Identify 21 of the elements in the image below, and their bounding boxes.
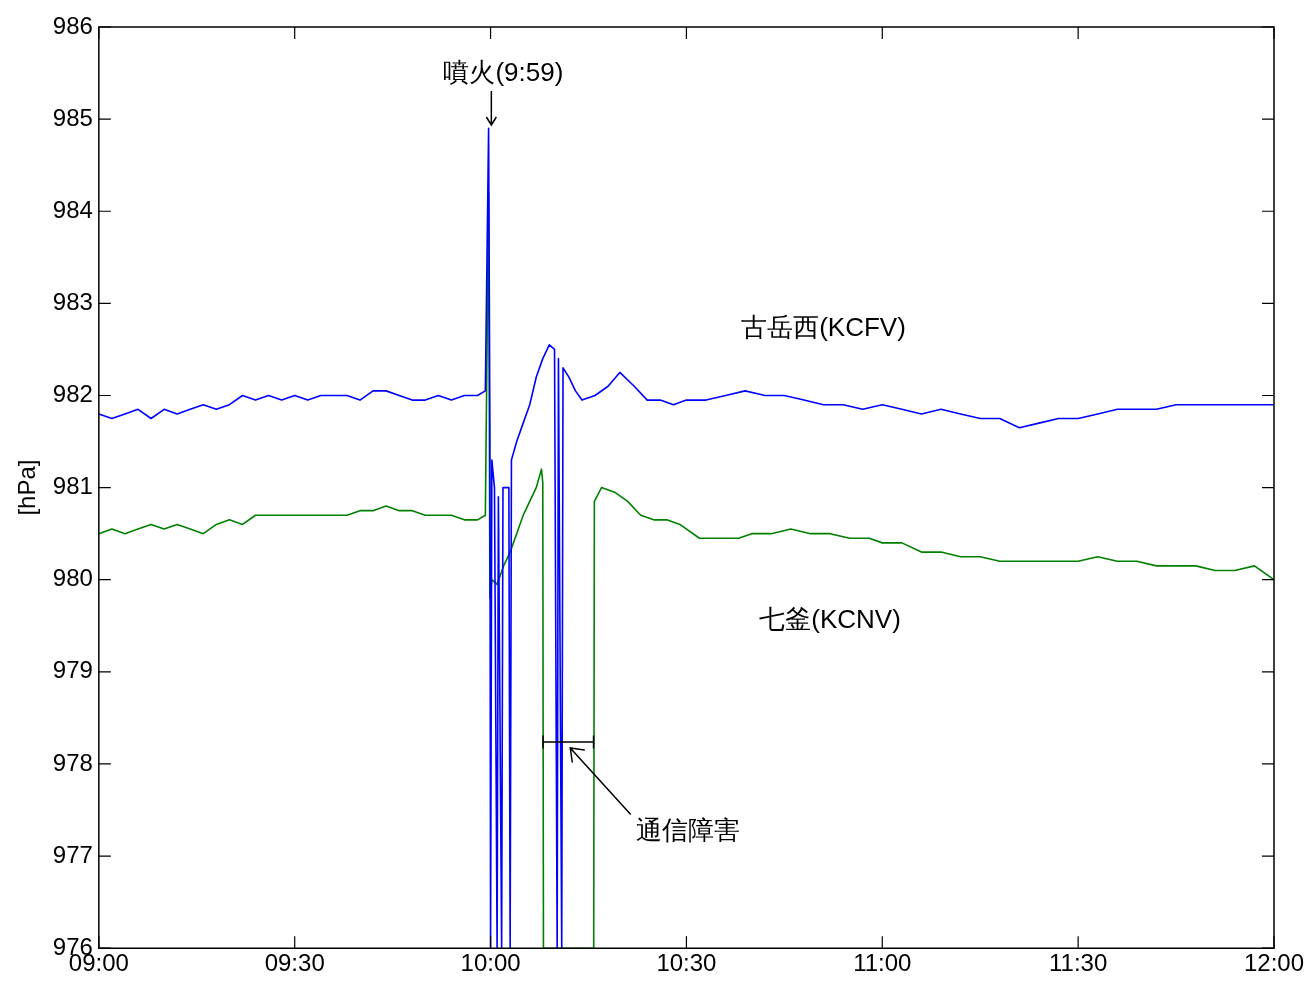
annotation: 噴火(9:59) xyxy=(443,57,564,88)
y-tick-label: 984 xyxy=(52,195,93,223)
y-tick-label: 977 xyxy=(52,840,93,868)
y-tick-label: 986 xyxy=(52,11,93,39)
y-tick-label: 981 xyxy=(52,472,93,500)
y-tick-label: 982 xyxy=(52,380,93,408)
annotation: 通信障害 xyxy=(636,815,741,846)
y-tick-label: 980 xyxy=(52,564,93,592)
y-tick-label: 979 xyxy=(52,656,93,684)
y-axis-title: [hPa] xyxy=(13,459,41,516)
y-tick-label: 985 xyxy=(52,103,93,131)
x-tick-label: 10:30 xyxy=(656,949,717,977)
x-tick-label: 10:00 xyxy=(460,949,521,977)
x-tick-label: 12:00 xyxy=(1243,949,1305,977)
x-tick-label: 11:30 xyxy=(1049,949,1108,977)
x-tick-label: 09:30 xyxy=(264,949,325,977)
series-label: 古岳西(KCFV) xyxy=(741,311,906,342)
y-tick-label: 978 xyxy=(52,748,93,776)
x-tick-label: 11:00 xyxy=(853,949,912,977)
text: 七釜(KCNV) xyxy=(759,603,901,634)
y-tick-label: 983 xyxy=(52,287,93,315)
